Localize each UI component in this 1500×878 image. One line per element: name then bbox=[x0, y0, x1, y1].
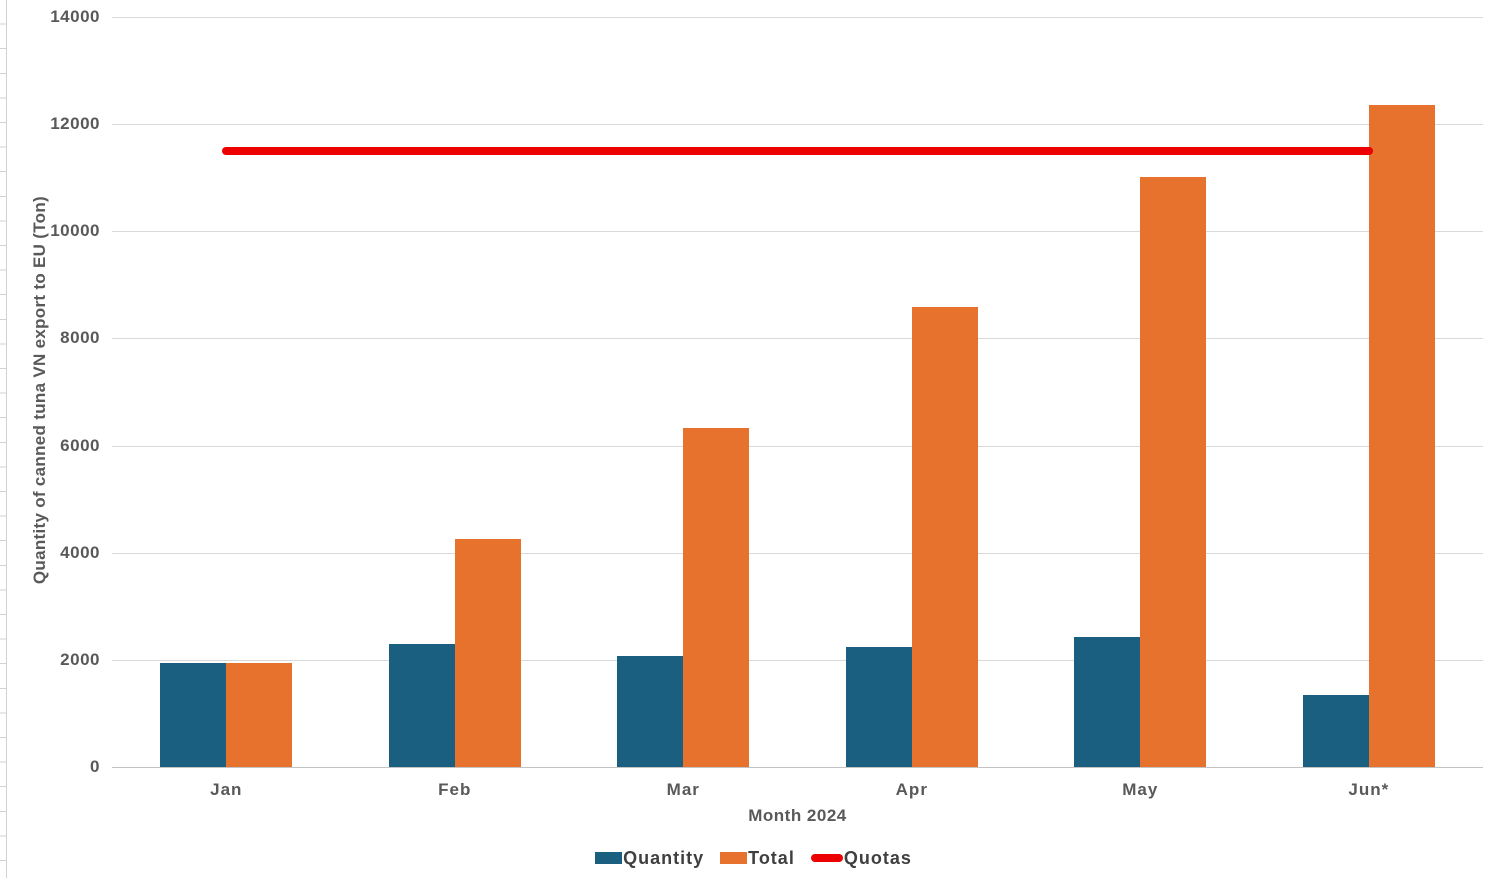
bar-total-mar[interactable] bbox=[683, 427, 750, 767]
legend-label-quantity: Quantity bbox=[623, 847, 705, 868]
gridline bbox=[112, 552, 1483, 554]
legend-swatch-quotas-line bbox=[810, 854, 843, 862]
y-axis-title-text: Quantity of canned tuna VN export to EU … bbox=[30, 195, 49, 585]
y-tick-label: 14000 bbox=[50, 7, 100, 26]
legend-item-quantity[interactable]: Quantity bbox=[595, 848, 704, 869]
x-tick-label-jan: Jan bbox=[210, 780, 243, 799]
y-tick-label: 0 bbox=[90, 757, 100, 776]
x-axis-line bbox=[112, 767, 1483, 768]
legend-item-total[interactable]: Total bbox=[720, 848, 795, 869]
bar-total-feb[interactable] bbox=[454, 539, 521, 767]
y-tick-label: 12000 bbox=[50, 114, 100, 134]
x-axis-title: Month 2024 bbox=[748, 806, 847, 825]
legend-swatch-total bbox=[720, 852, 748, 864]
bar-quantity-feb[interactable] bbox=[388, 643, 455, 767]
x-tick-label-apr: Apr bbox=[895, 780, 928, 799]
bar-quantity-jan[interactable] bbox=[160, 662, 227, 767]
gridline bbox=[112, 17, 1483, 18]
x-tick-label-may: May bbox=[1122, 780, 1159, 799]
legend-swatch-quantity bbox=[595, 852, 623, 864]
y-tick-label: 2000 bbox=[60, 649, 100, 669]
legend-label-total: Total bbox=[748, 847, 795, 868]
legend: Quantity Total Quotas bbox=[7, 845, 1500, 871]
spreadsheet-row-gridlines bbox=[0, 0, 7, 878]
quotas-line[interactable] bbox=[222, 146, 1373, 155]
x-tick-label-feb: Feb bbox=[438, 780, 472, 799]
gridline bbox=[112, 231, 1483, 233]
bar-quantity-mar[interactable] bbox=[617, 655, 684, 767]
gridline bbox=[112, 445, 1483, 447]
gridline bbox=[112, 659, 1483, 661]
gridline bbox=[112, 338, 1483, 340]
bar-quantity-apr[interactable] bbox=[845, 646, 912, 767]
bar-total-may[interactable] bbox=[1140, 177, 1207, 767]
y-tick-label: 6000 bbox=[60, 435, 100, 455]
bar-quantity-may[interactable] bbox=[1074, 636, 1141, 767]
x-tick-label-mar: Mar bbox=[666, 780, 700, 799]
y-tick-label: 8000 bbox=[60, 328, 100, 348]
y-tick-label: 4000 bbox=[60, 542, 100, 562]
gridline bbox=[112, 124, 1483, 126]
y-tick-label: 10000 bbox=[50, 221, 100, 241]
bar-total-jun[interactable] bbox=[1368, 104, 1435, 767]
legend-item-quotas[interactable]: Quotas bbox=[810, 847, 912, 869]
plot-area bbox=[112, 0, 1483, 878]
bar-total-apr[interactable] bbox=[911, 307, 978, 767]
x-tick-label-jun: Jun* bbox=[1348, 780, 1390, 799]
bar-total-jan[interactable] bbox=[226, 662, 293, 767]
legend-label-quotas: Quotas bbox=[843, 847, 912, 868]
chart-object[interactable]: Quantity of canned tuna VN export to EU … bbox=[7, 0, 1500, 878]
bar-quantity-jun[interactable] bbox=[1302, 694, 1369, 767]
